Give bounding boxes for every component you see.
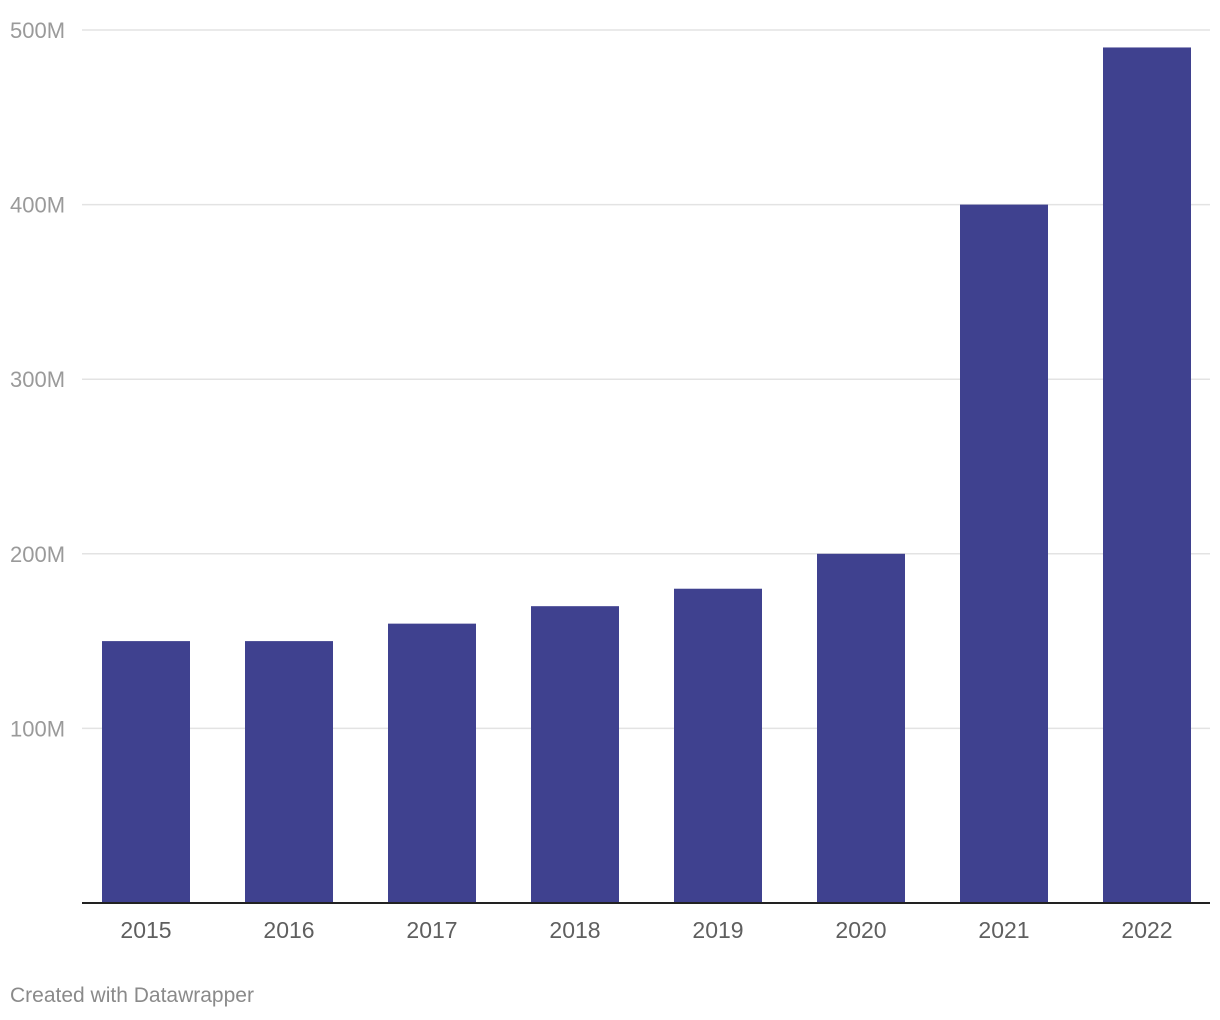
x-tick-label: 2020: [835, 917, 886, 943]
x-tick-label: 2016: [263, 917, 314, 943]
x-tick-label: 2019: [692, 917, 743, 943]
bar-2016[interactable]: [245, 641, 333, 903]
bar-2020[interactable]: [817, 553, 905, 903]
x-tick-label: 2022: [1121, 917, 1172, 943]
bars: [102, 47, 1191, 904]
x-tick-label: 2015: [120, 917, 171, 943]
bar-2017[interactable]: [388, 623, 476, 903]
y-tick-label: 300M: [10, 367, 65, 392]
y-tick-label: 200M: [10, 542, 65, 567]
bar-2021[interactable]: [960, 204, 1048, 904]
x-tick-label: 2018: [549, 917, 600, 943]
x-axis-ticks: 2015 2016 2017 2018 2019 2020 2021 2022: [120, 917, 1172, 943]
bar-2015[interactable]: [102, 641, 190, 903]
bar-2022[interactable]: [1103, 47, 1191, 903]
y-axis-ticks: 100M 200M 300M 400M 500M: [10, 18, 65, 741]
bar-2019[interactable]: [674, 588, 762, 903]
credit-footer[interactable]: Created with Datawrapper: [10, 984, 254, 1007]
x-tick-label: 2017: [406, 917, 457, 943]
x-tick-label: 2021: [978, 917, 1029, 943]
y-tick-label: 400M: [10, 193, 65, 218]
y-tick-label: 100M: [10, 716, 65, 741]
bar-2018[interactable]: [531, 606, 619, 903]
y-tick-label: 500M: [10, 18, 65, 43]
